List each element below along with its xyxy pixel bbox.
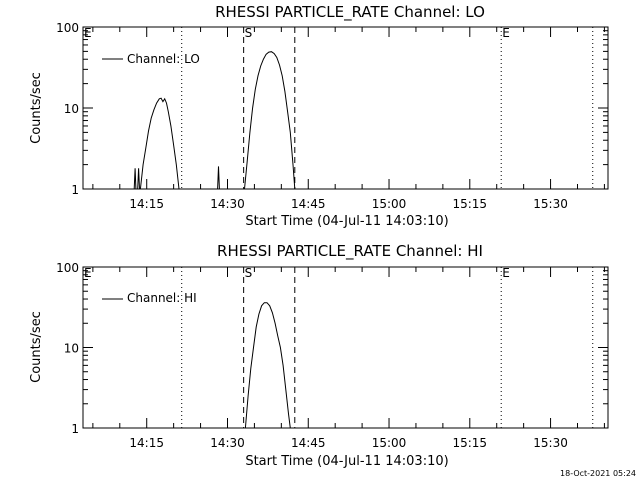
chart-title: RHESSI PARTICLE_RATE Channel: HI (217, 242, 483, 261)
series-line (244, 51, 296, 190)
chart-panel-lo: RHESSI PARTICLE_RATE Channel: LO Start T… (29, 3, 609, 229)
event-marker-label: E (84, 266, 92, 280)
x-tick-label: 15:30 (533, 436, 568, 450)
x-tick-label: 14:45 (291, 436, 326, 450)
event-marker-label: E (84, 26, 92, 40)
y-tick-label: 1 (71, 183, 79, 197)
x-axis-label: Start Time (04-Jul-11 14:03:10) (245, 454, 448, 469)
x-tick-label: 15:30 (533, 197, 568, 211)
x-tick-label: 14:45 (291, 197, 326, 211)
x-tick-label: 14:30 (210, 197, 245, 211)
y-tick-label: 1 (71, 422, 79, 436)
legend-label: Channel: HI (127, 291, 197, 305)
y-tick-label: 100 (56, 261, 79, 275)
x-tick-label: 15:00 (372, 436, 407, 450)
y-tick-label: 100 (56, 21, 79, 35)
series-line (217, 166, 220, 190)
y-axis-label: Counts/sec (29, 311, 44, 383)
x-tick-label: 14:15 (129, 436, 164, 450)
x-tick-label: 14:30 (210, 436, 245, 450)
event-marker-label: E (502, 26, 510, 40)
x-tick-label: 15:00 (372, 197, 407, 211)
y-tick-label: 10 (64, 102, 79, 116)
chart-panel-hi: RHESSI PARTICLE_RATE Channel: HI Start T… (29, 242, 609, 469)
footer-timestamp: 18-Oct-2021 05:24 (560, 469, 636, 478)
y-axis-label: Counts/sec (29, 72, 44, 144)
event-marker-label: S (245, 266, 253, 280)
x-axis-label: Start Time (04-Jul-11 14:03:10) (245, 214, 448, 229)
series-line (139, 97, 180, 190)
legend-label: Channel: LO (127, 52, 200, 66)
event-marker-label: E (502, 266, 510, 280)
x-tick-label: 14:15 (129, 197, 164, 211)
y-tick-label: 10 (64, 342, 79, 356)
x-tick-label: 15:15 (452, 197, 487, 211)
x-tick-label: 15:15 (452, 436, 487, 450)
series-line (133, 168, 140, 190)
chart-title: RHESSI PARTICLE_RATE Channel: LO (215, 3, 485, 22)
series-line (244, 302, 291, 429)
event-marker-label: S (245, 26, 253, 40)
